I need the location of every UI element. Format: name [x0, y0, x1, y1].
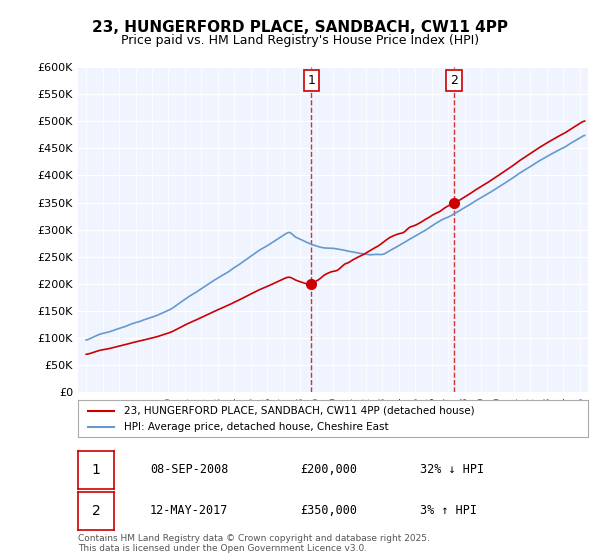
Text: 23, HUNGERFORD PLACE, SANDBACH, CW11 4PP: 23, HUNGERFORD PLACE, SANDBACH, CW11 4PP: [92, 20, 508, 35]
Text: 12-MAY-2017: 12-MAY-2017: [150, 504, 229, 517]
Text: Contains HM Land Registry data © Crown copyright and database right 2025.
This d: Contains HM Land Registry data © Crown c…: [78, 534, 430, 553]
Text: HPI: Average price, detached house, Cheshire East: HPI: Average price, detached house, Ches…: [124, 422, 389, 432]
Text: 1: 1: [92, 463, 100, 477]
Text: 32% ↓ HPI: 32% ↓ HPI: [420, 463, 484, 477]
Text: £200,000: £200,000: [300, 463, 357, 477]
Text: 1: 1: [308, 74, 316, 87]
Text: 2: 2: [450, 74, 458, 87]
Text: £350,000: £350,000: [300, 504, 357, 517]
Text: 08-SEP-2008: 08-SEP-2008: [150, 463, 229, 477]
Text: 23, HUNGERFORD PLACE, SANDBACH, CW11 4PP (detached house): 23, HUNGERFORD PLACE, SANDBACH, CW11 4PP…: [124, 405, 475, 416]
Text: Price paid vs. HM Land Registry's House Price Index (HPI): Price paid vs. HM Land Registry's House …: [121, 34, 479, 46]
Text: 3% ↑ HPI: 3% ↑ HPI: [420, 504, 477, 517]
Text: 2: 2: [92, 504, 100, 517]
